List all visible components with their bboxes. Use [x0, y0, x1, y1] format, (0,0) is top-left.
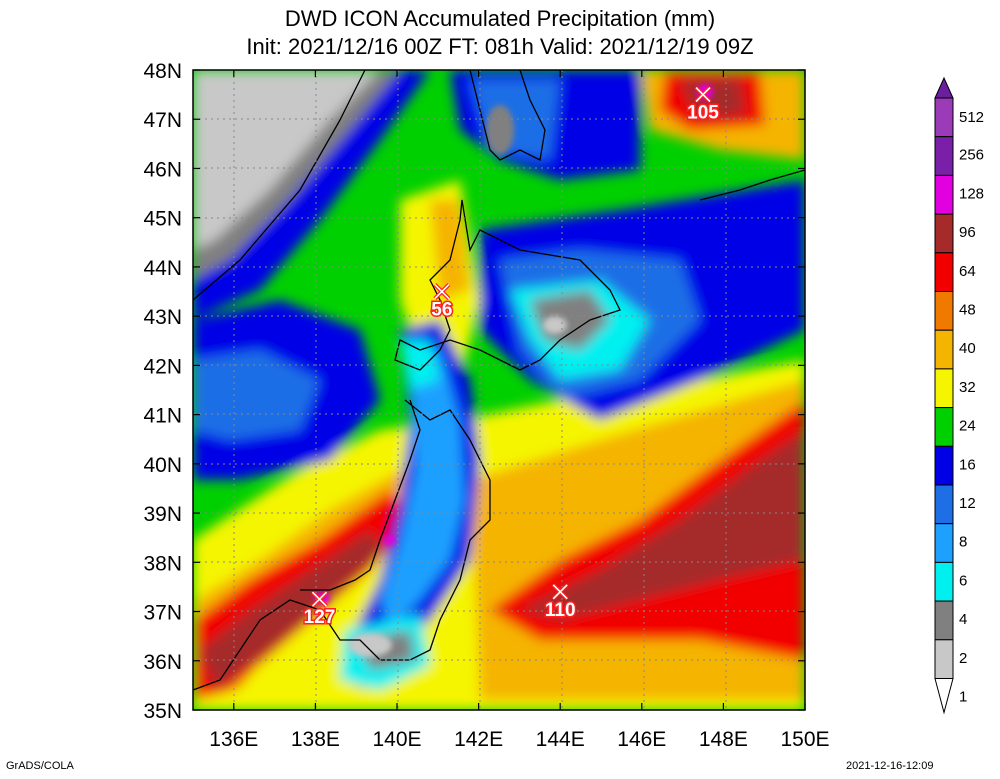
precipitation-field: [193, 70, 805, 710]
lat-label: 41N: [143, 405, 182, 428]
legend-label: 24: [959, 418, 976, 435]
lon-label: 144E: [536, 728, 585, 751]
legend-swatch: [934, 639, 954, 679]
legend-label: 256: [959, 147, 984, 164]
legend-label: 16: [959, 456, 976, 473]
legend-swatch: [934, 174, 954, 215]
axis-ticks: [193, 69, 806, 711]
map-frame: [192, 69, 806, 711]
maximum-cross-inner: [434, 283, 450, 300]
lat-label: 37N: [143, 602, 182, 625]
footer-timestamp: 2021-12-16-12:09: [846, 760, 934, 772]
lat-label: 48N: [143, 60, 182, 83]
legend-label: 48: [959, 302, 976, 319]
legend-swatch: [934, 329, 954, 370]
maximum-cross-inner: [311, 591, 328, 607]
footer-credit: GrADS/COLA: [6, 760, 74, 772]
maximum-marker: 110: [543, 583, 577, 622]
lat-label: 47N: [143, 109, 182, 132]
lon-label: 148E: [699, 728, 748, 751]
maximum-cross-inner: [695, 87, 711, 103]
legend-swatch: [934, 368, 954, 409]
legend-label: 8: [959, 534, 967, 551]
legend-swatch: [934, 252, 954, 293]
legend-swatch: [934, 484, 954, 525]
lon-label: 136E: [209, 728, 258, 751]
legend-label: 96: [959, 224, 976, 241]
legend-swatch: [934, 407, 954, 447]
lat-label: 38N: [143, 552, 182, 575]
maximum-value: 56: [431, 300, 452, 321]
map-subtitle: Init: 2021/12/16 00Z FT: 081h Valid: 202…: [246, 34, 754, 59]
legend-label: 6: [959, 572, 967, 589]
lat-label: 39N: [143, 503, 182, 526]
legend-swatch: [934, 523, 954, 563]
legend-label: 128: [959, 185, 984, 202]
legend-swatch: [934, 291, 954, 331]
map-title: DWD ICON Accumulated Precipitation (mm): [284, 6, 716, 31]
legend-label: 32: [959, 379, 976, 396]
lat-label: 43N: [143, 306, 182, 329]
lat-label: 44N: [143, 257, 182, 280]
lat-label: 36N: [143, 651, 182, 674]
legend-label: 2: [959, 650, 967, 667]
lat-label: 42N: [143, 355, 182, 378]
graticule: [193, 70, 805, 710]
lat-label: 45N: [143, 208, 182, 231]
lon-label: 146E: [617, 728, 666, 751]
maximum-value: 110: [545, 600, 576, 621]
lon-label: 142E: [454, 728, 503, 751]
legend-swatch: [934, 97, 954, 138]
maximum-marker: 127: [302, 590, 337, 630]
legend-bottom-arrow: [934, 678, 954, 715]
legend-swatch: [934, 445, 954, 486]
legend-swatch: [934, 600, 954, 641]
longitude-labels: 136E 138E 140E 142E 144E 146E 148E 150E: [209, 728, 829, 751]
maximum-cross-inner: [552, 584, 568, 600]
maximum-marker: 105: [686, 86, 721, 125]
legend-label: 4: [959, 611, 967, 628]
coastlines: [193, 70, 805, 691]
legend-label: 64: [959, 263, 976, 280]
legend-swatch: [934, 213, 954, 254]
legend-label: 12: [959, 495, 976, 512]
lon-label: 150E: [780, 728, 829, 751]
maximum-value: 105: [687, 103, 719, 124]
legend-top-arrow: [934, 76, 954, 99]
lon-label: 140E: [372, 728, 421, 751]
lat-label: 40N: [143, 454, 182, 477]
maxima-markers: 105 56 127 110: [302, 86, 721, 630]
maximum-value: 127: [304, 607, 336, 628]
legend-swatch: [934, 561, 954, 602]
legend-swatch: [934, 136, 954, 176]
legend-label: 512: [959, 109, 984, 126]
lon-label: 138E: [291, 728, 340, 751]
lat-label: 46N: [143, 158, 182, 181]
latitude-labels: 48N 47N 46N 45N 44N 43N 42N 41N 40N 39N 38N 37N 36N 3…: [143, 60, 182, 723]
maximum-marker: 56: [430, 283, 454, 322]
lat-label: 35N: [143, 700, 182, 723]
legend-label: 1: [959, 689, 967, 706]
legend-label: 40: [959, 340, 976, 357]
